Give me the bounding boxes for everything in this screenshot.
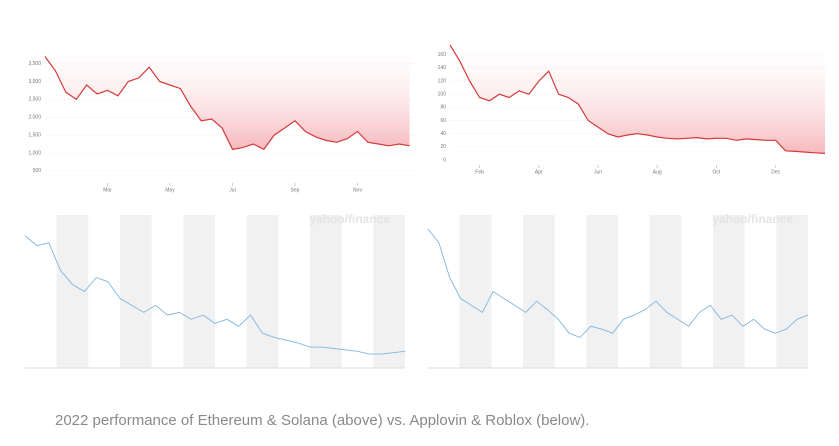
y-tick-label: 120 bbox=[438, 78, 447, 84]
month-band bbox=[183, 215, 215, 368]
y-tick-label: 60 bbox=[440, 118, 446, 124]
x-tick-label: Oct bbox=[713, 169, 721, 175]
month-band bbox=[310, 215, 342, 368]
y-tick-label: 140 bbox=[438, 65, 447, 71]
watermark: yahoo/finance bbox=[309, 212, 390, 226]
month-band bbox=[246, 215, 279, 368]
month-band bbox=[523, 215, 555, 368]
watermark: yahoo/finance bbox=[712, 212, 793, 226]
month-band bbox=[586, 215, 618, 368]
month-band bbox=[56, 215, 89, 368]
x-tick-label: May bbox=[165, 187, 175, 193]
x-tick-label: Jun bbox=[594, 169, 602, 175]
x-tick-label: Feb bbox=[475, 169, 484, 175]
y-tick-label: 1,000 bbox=[28, 150, 41, 156]
line bbox=[449, 44, 826, 154]
month-band bbox=[459, 215, 492, 368]
x-tick-label: Dec bbox=[771, 169, 780, 175]
charts: 3,500 3,000 2,500 2,000 1,500 1,000 500 Mar May J… bbox=[24, 35, 826, 369]
x-tick-label: Nov bbox=[353, 187, 362, 193]
caption: 2022 performance of Ethereum & Solana (a… bbox=[55, 412, 590, 429]
month-band bbox=[373, 215, 405, 368]
y-tick-label: 80 bbox=[440, 105, 446, 111]
x-tick-label: Apr bbox=[535, 169, 543, 175]
x-tick-label: Jul bbox=[229, 187, 235, 193]
line bbox=[44, 56, 410, 151]
y-tick-label: 2,000 bbox=[28, 115, 41, 121]
y-tick-label: 3,000 bbox=[28, 79, 41, 85]
month-band bbox=[776, 215, 808, 368]
month-band bbox=[120, 215, 152, 368]
x-tick-label: Aug bbox=[653, 169, 662, 175]
y-tick-label: 3,500 bbox=[28, 61, 41, 67]
month-band bbox=[713, 215, 745, 368]
y-tick-label: 2,500 bbox=[28, 97, 41, 103]
x-tick-label: Mar bbox=[103, 187, 112, 193]
y-tick-label: 0 bbox=[443, 157, 446, 163]
y-tick-label: 160 bbox=[438, 52, 447, 58]
line bbox=[24, 235, 406, 355]
line bbox=[427, 228, 809, 338]
month-band bbox=[649, 215, 682, 368]
y-tick-label: 100 bbox=[438, 92, 447, 98]
area bbox=[45, 35, 410, 150]
y-tick-label: 1,500 bbox=[28, 132, 41, 138]
area bbox=[450, 35, 825, 154]
y-tick-label: 20 bbox=[440, 144, 446, 150]
y-tick-label: 40 bbox=[440, 131, 446, 137]
y-tick-label: 500 bbox=[33, 168, 42, 174]
x-tick-label: Sep bbox=[291, 187, 300, 193]
